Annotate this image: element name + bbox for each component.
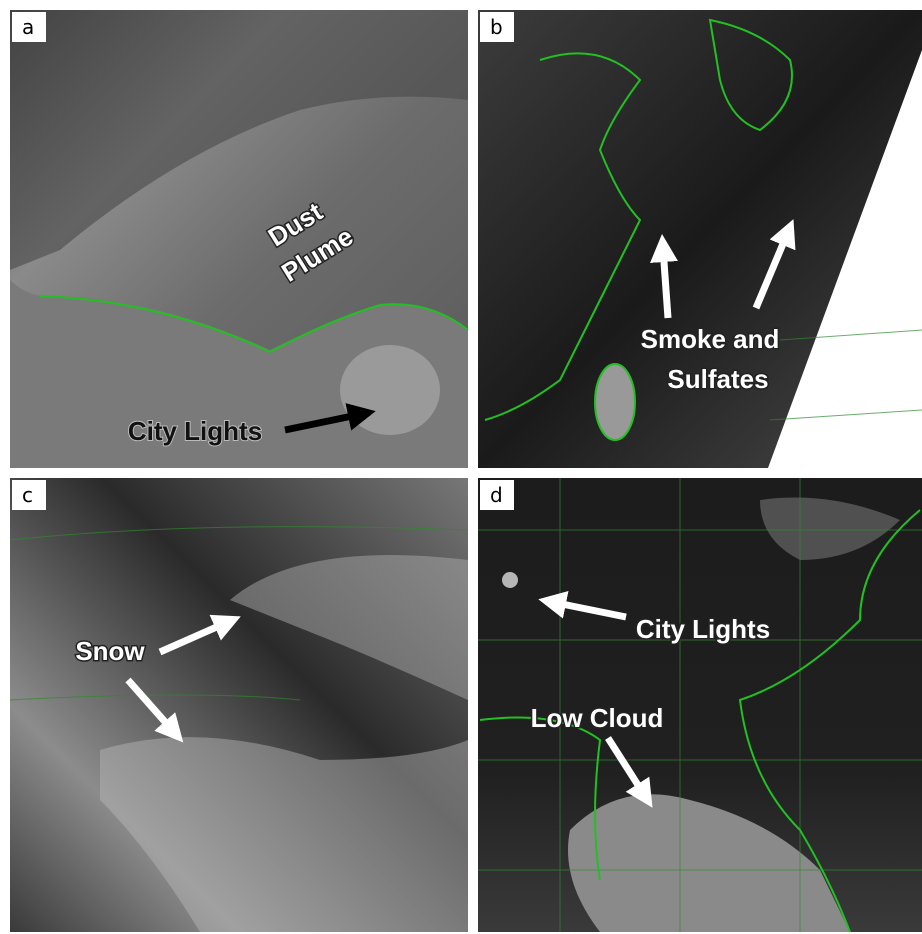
- annotation: Sulfates: [667, 364, 768, 394]
- coastline: [484, 52, 642, 421]
- snow: [230, 555, 468, 700]
- annotation: Snow: [75, 636, 145, 666]
- arrow: [125, 677, 184, 743]
- arrow: [605, 736, 653, 808]
- coastline: [708, 18, 793, 132]
- panel-c: Snow c: [9, 478, 469, 932]
- panel-label: b: [490, 15, 503, 39]
- annotation: Low Cloud: [531, 703, 664, 733]
- arrow: [752, 219, 796, 310]
- panel-label: d: [490, 483, 503, 507]
- cloud: [10, 10, 468, 270]
- label-box: [12, 480, 46, 510]
- grid-line: [478, 478, 922, 932]
- panel-label: c: [22, 483, 33, 507]
- border: [479, 716, 602, 881]
- snow: [100, 737, 468, 932]
- panel-b: Smoke and Sulfates b: [478, 10, 922, 468]
- annotation: City Lights: [636, 614, 770, 644]
- annotation: Smoke and: [641, 324, 780, 354]
- city-lights: [340, 345, 440, 435]
- arrow: [284, 403, 376, 434]
- no-data-swath: [768, 50, 922, 468]
- panel-label: a: [22, 15, 34, 39]
- label-box: [480, 12, 514, 42]
- arrow: [158, 614, 241, 656]
- coastline: [39, 295, 469, 354]
- panel-d: City Lights Low Cloud d: [478, 478, 922, 933]
- arrow: [650, 234, 678, 319]
- island: [594, 363, 636, 441]
- arrow: [538, 591, 627, 621]
- cloud: [760, 497, 900, 560]
- annotation: City Lights: [128, 416, 262, 446]
- low-cloud: [568, 794, 850, 932]
- panel-a: Dust Plume City Lights a: [10, 10, 469, 468]
- label-box: [12, 12, 46, 42]
- grid-line: [769, 329, 922, 421]
- border: [9, 526, 469, 701]
- satellite-image: [10, 478, 468, 932]
- border: [738, 509, 921, 933]
- label-box: [480, 480, 514, 510]
- city-lights: [502, 572, 518, 588]
